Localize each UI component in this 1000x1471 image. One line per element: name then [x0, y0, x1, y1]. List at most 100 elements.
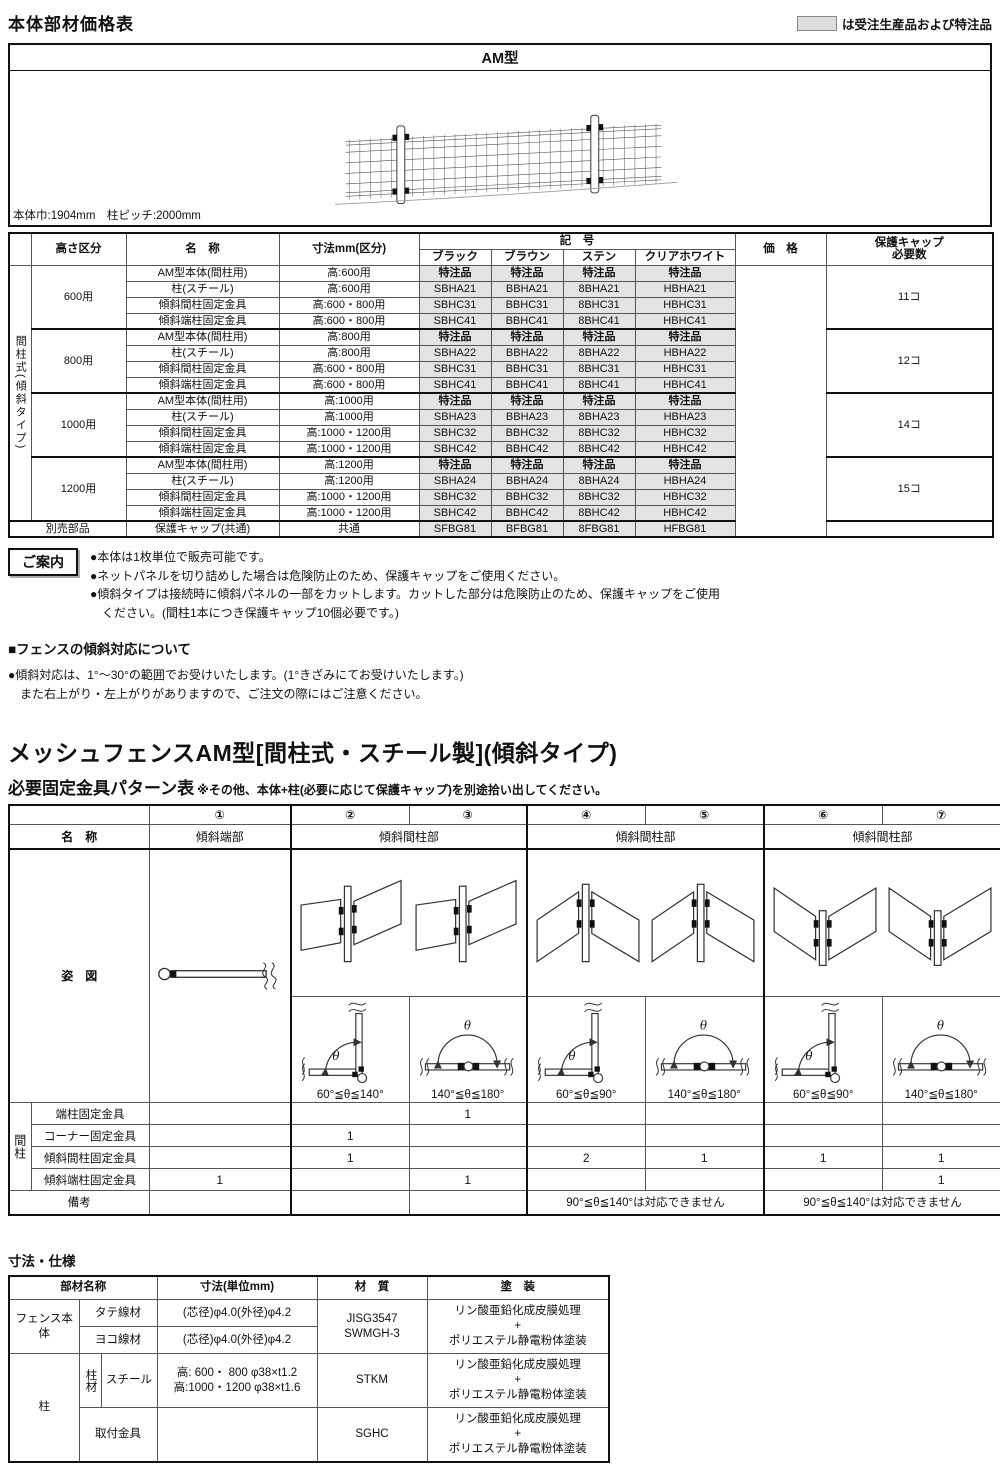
panel-diagram-valley — [763, 848, 1000, 998]
svg-text:θ: θ — [937, 1019, 944, 1033]
guide-notes: ●本体は1枚単位で販売可能です。 ●ネットパネルを切り詰めした場合は危険防止のた… — [90, 548, 720, 622]
size-cell: 高:1000・1200用 — [278, 488, 420, 506]
spec-part-label: 取付金具 — [78, 1407, 158, 1463]
col-header-name: 名 称 — [125, 232, 280, 266]
panel-post-icon — [411, 873, 522, 972]
remark-cell — [148, 1190, 292, 1216]
size-cell: 高:1000用 — [278, 408, 420, 426]
code-cell: SBHC31 — [418, 296, 492, 314]
side-label: 間柱式(傾斜タイプ) — [8, 264, 32, 522]
group-name: 傾斜間柱部 — [290, 824, 528, 850]
part-name-cell: AM型本体(間柱用) — [125, 264, 280, 282]
table-row: 傾斜端柱固定金具 高:1000・1200用 SBHC42 BBHC42 8BHC… — [9, 440, 993, 458]
angle-diagram-straight: θ 140°≦θ≦180° — [408, 996, 528, 1104]
code-cell: HBHC32 — [634, 424, 736, 442]
spec-pillar-sub-label: 柱材 — [78, 1353, 102, 1409]
code-cell: 8BHC31 — [562, 360, 636, 378]
spec-header-material: 材 質 — [316, 1275, 428, 1301]
code-cell: BBHC42 — [490, 504, 564, 522]
pattern-name-row: 名 称 傾斜端部 傾斜間柱部 傾斜間柱部 傾斜間柱部 — [8, 824, 1000, 850]
qty-cell — [644, 1102, 765, 1126]
code-cell: HBHC41 — [634, 312, 736, 330]
qty-cell — [526, 1168, 646, 1192]
code-cell: 特注品 — [418, 264, 492, 282]
table-row: 柱(スチール) 高:600用 SBHA21 BBHA21 8BHA21 HBHA… — [9, 280, 993, 298]
coating-line: ポリエステル静電粉体塗装 — [448, 1442, 587, 1455]
height-cell: 1000用 — [30, 392, 127, 458]
svg-text:θ: θ — [333, 1049, 340, 1063]
page-title: 本体部材価格表 — [8, 15, 134, 34]
coating-line: ポリエステル静電粉体塗装 — [448, 1389, 587, 1402]
svg-text:θ: θ — [700, 1019, 707, 1033]
qty-cell: 1 — [290, 1124, 410, 1148]
cap-count-cell: 14コ — [825, 392, 994, 458]
code-cell: 8BHC42 — [562, 440, 636, 458]
angle-straight-icon: θ — [888, 1019, 994, 1087]
spec-coating-cell: リン酸亜鉛化成皮膜処理 + ポリエステル静電粉体塗装 — [426, 1353, 610, 1409]
code-cell: 特注品 — [490, 328, 564, 346]
slope-section-title: ■フェンスの傾斜対応について — [8, 642, 191, 658]
part-name-cell: 傾斜端柱固定金具 — [125, 440, 280, 458]
size-line: 高: 600・ 800 φ38×t1.2 — [176, 1366, 298, 1379]
qty-cell — [290, 1168, 410, 1192]
qty-cell: 1 — [881, 1146, 1000, 1170]
code-cell: HBHC31 — [634, 296, 736, 314]
size-cell: 共通 — [278, 520, 420, 538]
group-name: 傾斜間柱部 — [763, 824, 1000, 850]
coating-line: ポリエステル静電粉体塗装 — [448, 1335, 587, 1348]
code-cell: 特注品 — [562, 392, 636, 410]
panel-post-icon — [648, 873, 759, 972]
spec-material-cell: JISG3547 SWMGH-3 — [316, 1299, 428, 1355]
col-header-code: 記 号 — [418, 232, 736, 250]
fence-dimensions: 本体巾:1904mm 柱ピッチ:2000mm — [13, 210, 201, 222]
code-cell: BBHC32 — [490, 424, 564, 442]
size-cell: 高:1200用 — [278, 472, 420, 490]
spec-coating-cell: リン酸亜鉛化成皮膜処理 + ポリエステル静電粉体塗装 — [426, 1407, 610, 1463]
part-name-cell: 柱(スチール) — [125, 408, 280, 426]
part-name-cell: 柱(スチール) — [125, 280, 280, 298]
cap-count-cell — [825, 520, 994, 538]
code-cell: 特注品 — [562, 264, 636, 282]
material-line: SWMGH-3 — [344, 1327, 400, 1340]
code-cell: 特注品 — [634, 456, 736, 474]
part-name-cell: 保護キャップ(共通) — [125, 520, 280, 538]
legend-swatch — [796, 16, 837, 31]
spec-part-label: スチール — [100, 1353, 158, 1409]
spec-header-name: 部材名称 — [8, 1275, 158, 1301]
coating-line: + — [514, 1320, 522, 1333]
guide-note: ●本体は1枚単位で販売可能です。 — [90, 550, 271, 564]
code-cell: BBHA24 — [490, 472, 564, 490]
pattern-table: ① ② ③ ④ ⑤ ⑥ ⑦ 名 称 傾斜端部 傾斜間柱部 傾斜間柱部 傾斜間柱部… — [8, 803, 1000, 1216]
accessory-category-cell: 別売部品 — [8, 520, 127, 538]
part-name-cell: 傾斜間柱固定金具 — [125, 360, 280, 378]
spec-header-size: 寸法(単位mm) — [156, 1275, 318, 1301]
angle-range: 60°≦θ≦90° — [793, 1089, 854, 1102]
fastener-label: 傾斜間柱固定金具 — [30, 1146, 150, 1170]
code-cell: 特注品 — [634, 392, 736, 410]
cap-count-cell: 15コ — [825, 456, 994, 522]
figure-label: 姿 図 — [8, 848, 150, 1104]
part-name-cell: AM型本体(間柱用) — [125, 392, 280, 410]
code-cell: 特注品 — [490, 392, 564, 410]
angle-range: 140°≦θ≦180° — [667, 1089, 741, 1102]
code-cell: SBHC41 — [418, 376, 492, 394]
code-cell: SBHC42 — [418, 504, 492, 522]
spec-size-cell: (芯径)φ4.0(外径)φ4.2 — [156, 1299, 318, 1328]
size-cell: 高:1200用 — [278, 456, 420, 474]
code-cell: BBHC41 — [490, 376, 564, 394]
angle-diagram-straight: θ 140°≦θ≦180° — [644, 996, 765, 1104]
table-row: 1200用 AM型本体(間柱用) 高:1200用 特注品 特注品 特注品 特注品… — [9, 456, 994, 522]
fastener-row: 間柱 端柱固定金具 1 — [8, 1102, 1000, 1192]
table-row: 800用 AM型本体(間柱用) 高:800用 特注品 特注品 特注品 特注品 1… — [9, 328, 994, 394]
group-name: 傾斜端部 — [148, 824, 292, 850]
size-cell: 高:1000・1200用 — [278, 440, 420, 458]
code-cell: HBHA21 — [634, 280, 736, 298]
spec-table: 部材名称 寸法(単位mm) 材 質 塗 装 フェンス本体 タテ線材 (芯径)φ4… — [8, 1274, 611, 1463]
part-name-cell: 傾斜間柱固定金具 — [125, 488, 280, 506]
code-cell: SBHC32 — [418, 424, 492, 442]
svg-text:θ: θ — [806, 1049, 813, 1063]
code-cell: 8BHC41 — [562, 376, 636, 394]
code-cell: 8BHA22 — [562, 344, 636, 362]
qty-cell — [763, 1102, 883, 1126]
corner-cell — [8, 804, 150, 826]
